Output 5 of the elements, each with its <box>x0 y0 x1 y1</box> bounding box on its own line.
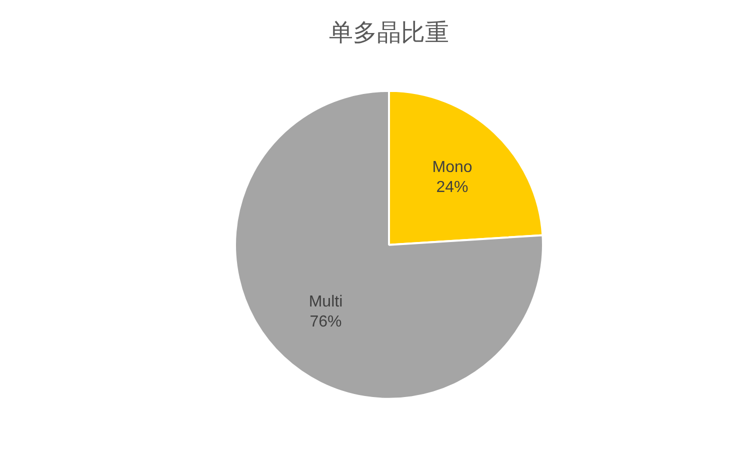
slice-label: Mono <box>432 158 472 176</box>
data-label: 24% <box>436 178 468 196</box>
chart-title: 单多晶比重 <box>329 18 449 47</box>
data-label: 76% <box>310 314 342 331</box>
slice-label: Multi <box>308 294 343 311</box>
